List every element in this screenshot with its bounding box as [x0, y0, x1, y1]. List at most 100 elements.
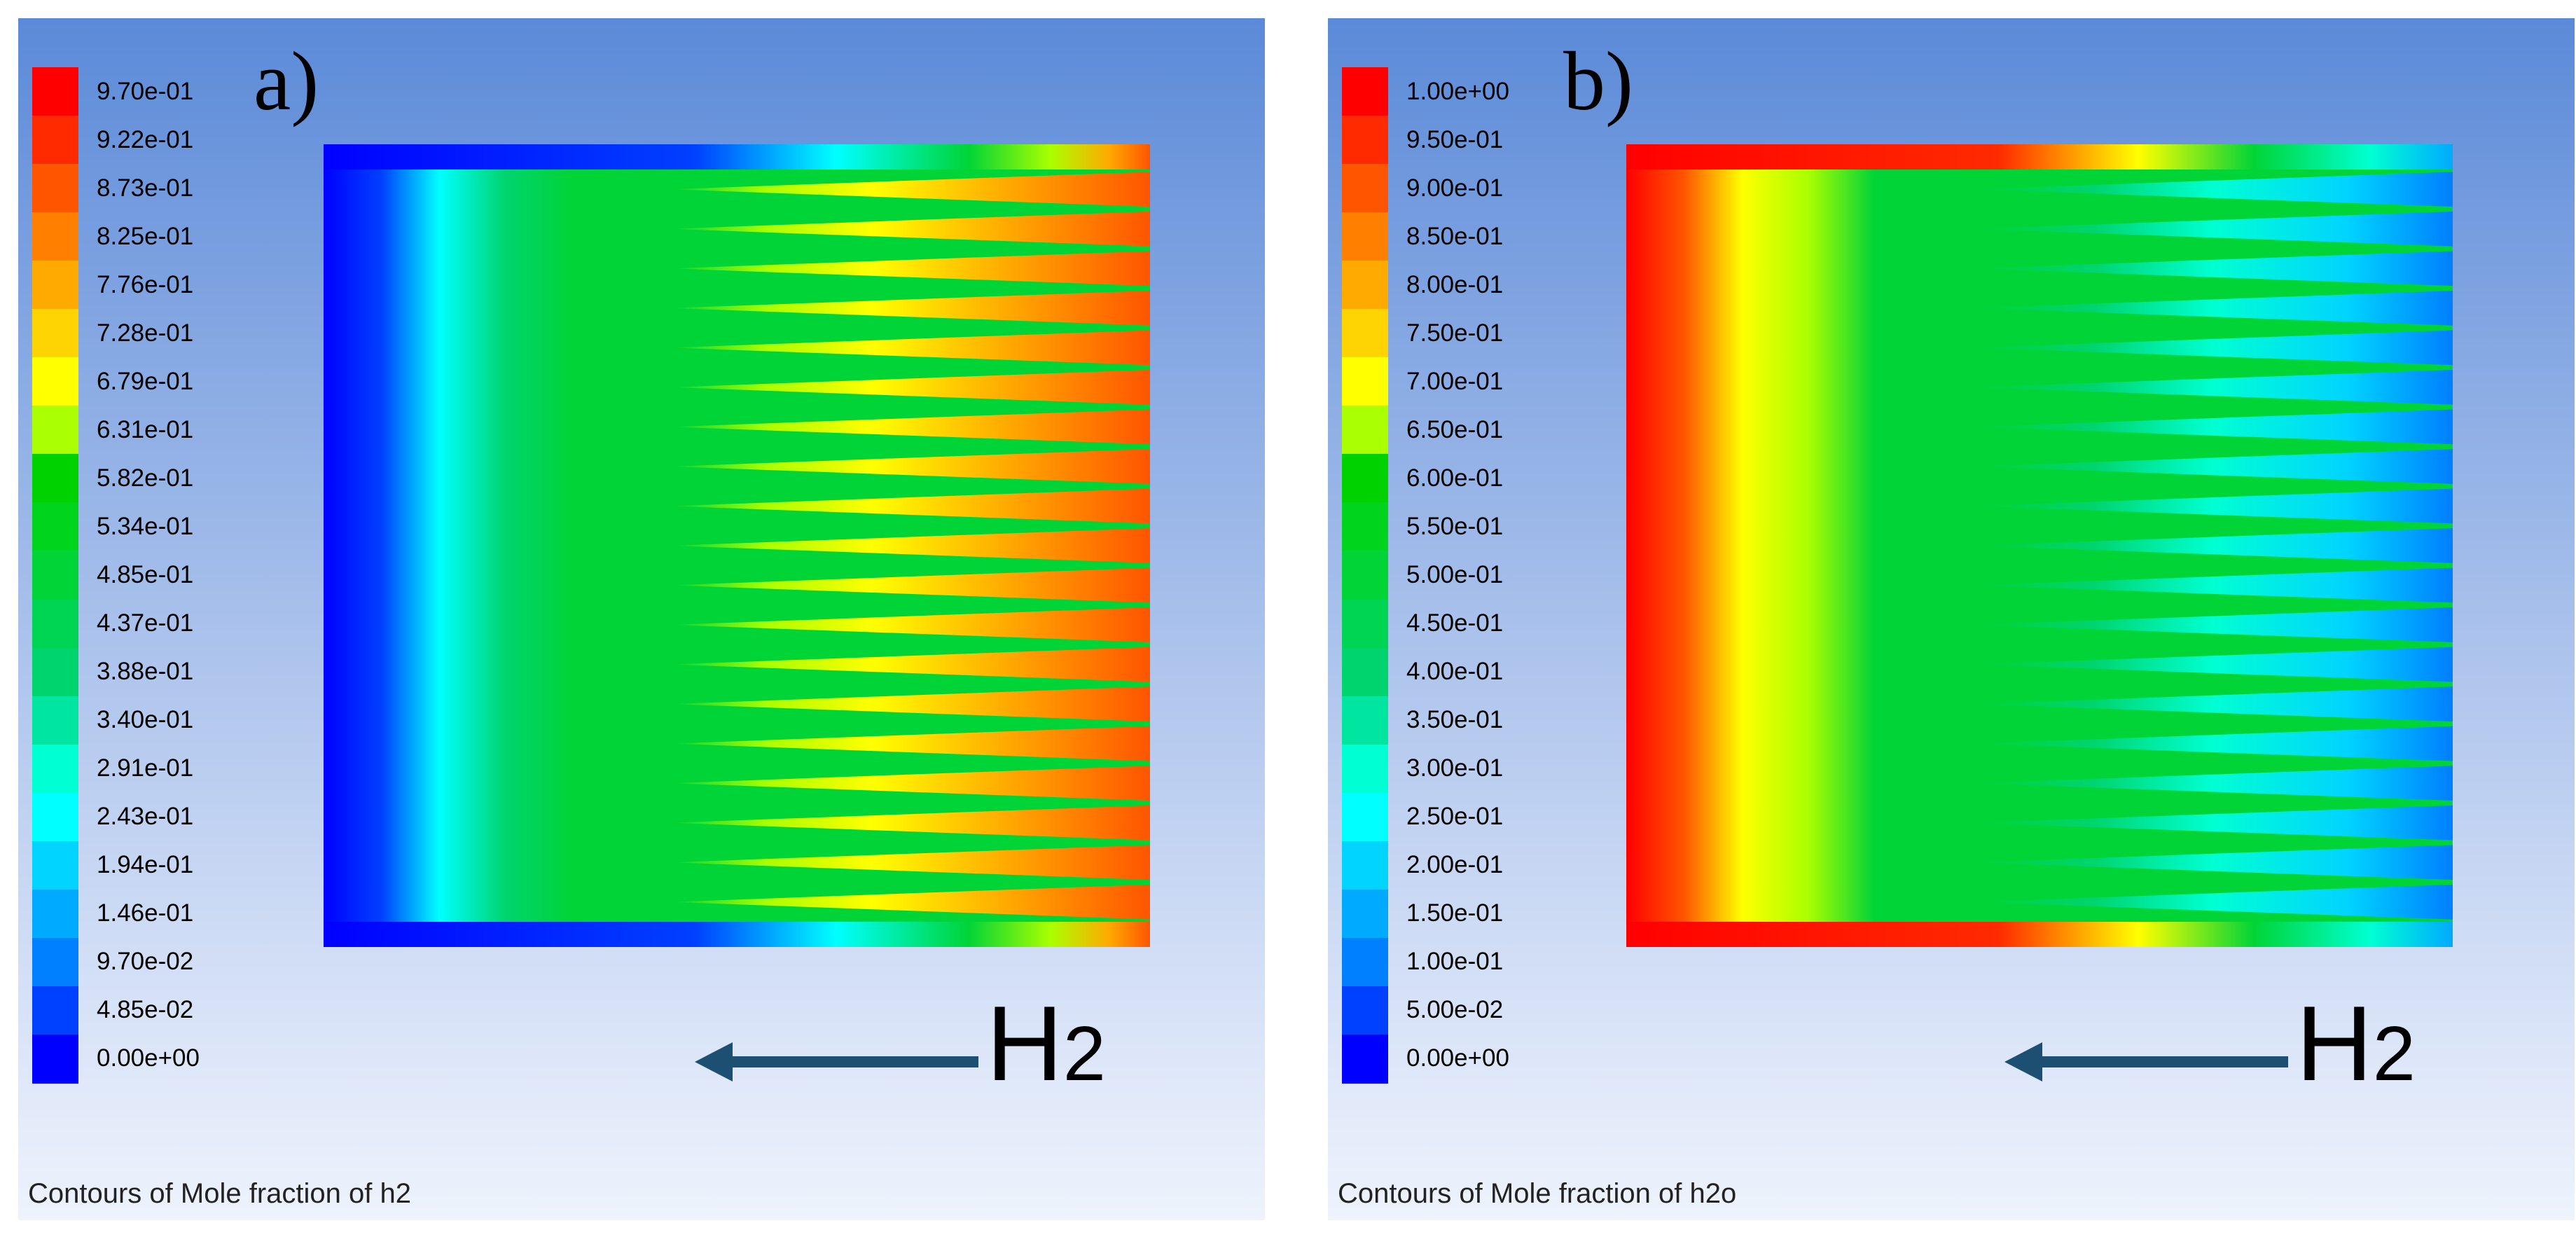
colorbar-swatch	[1342, 889, 1388, 939]
colorbar-swatch	[32, 357, 78, 407]
channel-mark	[670, 370, 1150, 405]
channel-mark	[1973, 766, 2453, 801]
colorbar-swatch	[1342, 792, 1388, 842]
channel-mark	[670, 766, 1150, 801]
colorbar-tick-label: 0.00e+00	[97, 1044, 200, 1072]
contour-field-h2o	[1626, 144, 2453, 947]
colorbar-swatch	[32, 792, 78, 842]
colorbar-swatch	[1342, 841, 1388, 890]
colorbar-tick-label: 5.50e-01	[1406, 512, 1504, 540]
colorbar-tick-label: 6.79e-01	[97, 367, 194, 395]
colorbar-swatch	[32, 696, 78, 745]
colorbar-swatch	[32, 502, 78, 552]
colorbar-tick-label: 5.00e-01	[1406, 561, 1504, 588]
colorbar	[1342, 67, 1388, 1084]
colorbar-tick-label: 1.00e-01	[1406, 948, 1504, 976]
colorbar-swatch	[32, 67, 78, 117]
colorbar-tick-label: 9.00e-01	[1406, 174, 1504, 202]
contour-panel-h2: 9.70e-01 9.22e-01 8.73e-01 8.25e-01 7.76e-01…	[18, 18, 1265, 1220]
colorbar-tick-label: 2.00e-01	[1406, 851, 1504, 879]
channel-mark	[1973, 647, 2453, 682]
channel-mark	[1973, 330, 2453, 366]
colorbar-tick-label: 9.70e-02	[97, 948, 194, 976]
colorbar-tick-label: 2.43e-01	[97, 803, 194, 831]
colorbar-swatch	[32, 261, 78, 310]
channel-mark	[670, 172, 1150, 207]
colorbar-swatch	[1342, 309, 1388, 359]
contour-panel-h2o: 1.00e+00 9.50e-01 9.00e-01 8.50e-01 8.00e-01…	[1328, 18, 2575, 1220]
colorbar-tick-label: 5.82e-01	[97, 464, 194, 492]
contour-plot	[1626, 144, 2453, 947]
colorbar-tick-label: 3.40e-01	[97, 706, 194, 734]
channel-mark	[670, 251, 1150, 286]
plot-caption: Contours of Mole fraction of h2	[28, 1178, 411, 1209]
colorbar-tick-label: 3.88e-01	[97, 658, 194, 686]
colorbar-tick-label: 8.25e-01	[97, 222, 194, 250]
colorbar-swatch	[32, 937, 78, 987]
channel-mark	[1973, 884, 2453, 920]
colorbar-swatch	[1342, 1034, 1388, 1084]
channel-mark	[670, 726, 1150, 761]
colorbar-swatch	[1342, 164, 1388, 214]
channel-mark	[1973, 488, 2453, 524]
colorbar-tick-label: 8.50e-01	[1406, 222, 1504, 250]
colorbar-swatch	[32, 889, 78, 939]
colorbar-tick-label: 2.91e-01	[97, 754, 194, 782]
colorbar-swatch	[32, 744, 78, 794]
colorbar-swatch	[1342, 454, 1388, 504]
colorbar-tick-label: 9.22e-01	[97, 125, 194, 153]
channel-mark	[1973, 211, 2453, 247]
panel-letter: b)	[1563, 34, 1633, 127]
channel-mark	[670, 211, 1150, 247]
colorbar-swatch	[1342, 647, 1388, 697]
channel-mark	[670, 805, 1150, 841]
channel-triangles	[1973, 172, 2453, 920]
channel-mark	[670, 449, 1150, 484]
colorbar-tick-label: 2.50e-01	[1406, 803, 1504, 831]
channel-mark	[670, 330, 1150, 366]
colorbar-swatch	[1342, 67, 1388, 117]
colorbar-swatch	[32, 309, 78, 359]
colorbar-tick-label: 4.85e-01	[97, 561, 194, 588]
flow-arrow-icon	[695, 1042, 978, 1081]
colorbar-tick-label: 1.46e-01	[97, 899, 194, 927]
contour-field-h2	[324, 144, 1150, 947]
colorbar-swatch	[32, 164, 78, 214]
contour-plot	[324, 144, 1150, 947]
colorbar-swatch	[1342, 357, 1388, 407]
channel-mark	[1973, 370, 2453, 405]
flow-species-label: H2	[986, 984, 1106, 1103]
colorbar-swatch	[1342, 212, 1388, 262]
channel-mark	[670, 647, 1150, 682]
color-legend: 9.70e-01 9.22e-01 8.73e-01 8.25e-01 7.76e-01…	[32, 67, 284, 1084]
colorbar-swatch	[32, 1034, 78, 1084]
colorbar-tick-label: 5.34e-01	[97, 512, 194, 540]
colorbar-tick-label: 4.37e-01	[97, 609, 194, 637]
channel-mark	[1973, 567, 2453, 603]
channel-mark	[670, 607, 1150, 642]
colorbar-tick-label: 7.50e-01	[1406, 319, 1504, 347]
channel-mark	[670, 528, 1150, 563]
channel-mark	[670, 686, 1150, 721]
colorbar-swatch	[1342, 551, 1388, 600]
colorbar-tick-label: 1.94e-01	[97, 851, 194, 879]
colorbar-swatch	[32, 212, 78, 262]
channel-mark	[1973, 449, 2453, 484]
colorbar-tick-label: 1.50e-01	[1406, 899, 1504, 927]
channel-mark	[670, 409, 1150, 445]
colorbar-tick-label: 1.00e+00	[1406, 77, 1509, 105]
plot-caption: Contours of Mole fraction of h2o	[1338, 1178, 1737, 1209]
colorbar-swatch	[32, 647, 78, 697]
colorbar-tick-label: 6.50e-01	[1406, 415, 1504, 443]
channel-mark	[1973, 290, 2453, 326]
colorbar-swatch	[32, 406, 78, 455]
channel-mark	[1973, 845, 2453, 880]
channel-mark	[1973, 172, 2453, 207]
colorbar-swatch	[1342, 261, 1388, 310]
colorbar-swatch	[1342, 116, 1388, 165]
colorbar-tick-label: 8.00e-01	[1406, 270, 1504, 298]
colorbar-tick-label: 8.73e-01	[97, 174, 194, 202]
colorbar-swatch	[1342, 502, 1388, 552]
channel-mark	[1973, 726, 2453, 761]
colorbar-tick-label: 7.76e-01	[97, 270, 194, 298]
